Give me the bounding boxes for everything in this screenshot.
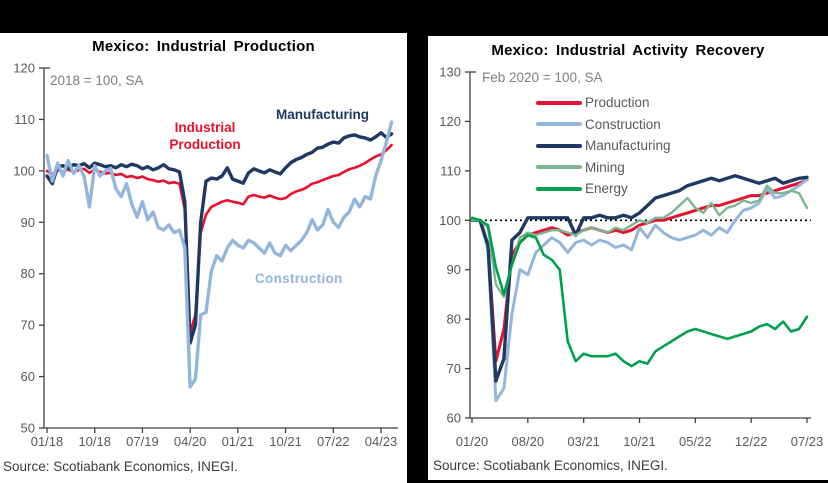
series-line-construction — [470, 177, 809, 403]
left-chart-subtitle: 2018 = 100, SA — [50, 73, 144, 88]
legend-label-energy: Energy — [585, 181, 628, 197]
legend-row-mining: Mining — [536, 157, 671, 179]
y-tick-label: 70 — [447, 361, 461, 376]
legend-label-construction: Construction — [585, 116, 661, 132]
series-label-industrial-production: Industrial Production — [169, 120, 241, 152]
x-tick-label: 01/18 — [31, 434, 64, 449]
right-chart-canvas: 60 70 80 90 100 110 120 130 01/20 08/20 03/21 10/21… — [439, 65, 824, 450]
y-tick-label: 80 — [447, 312, 461, 327]
y-tick-label: 110 — [440, 163, 461, 178]
right-source-note: Source: Scotiabank Economics, INEGI. — [433, 458, 668, 473]
legend-swatch-energy — [536, 186, 582, 191]
y-tick-label: 70 — [21, 318, 35, 333]
legend-swatch-mining — [536, 165, 582, 170]
y-tick-label: 60 — [447, 411, 461, 426]
x-tick-label: 04/20 — [174, 434, 207, 449]
left-chart-title: Mexico: Industrial Production — [92, 38, 315, 55]
series-label-manufacturing: Manufacturing — [276, 107, 369, 122]
legend: Production Construction Manufacturing Mi… — [536, 92, 671, 200]
y-tick-label: 110 — [14, 112, 35, 127]
series-line-manufacturing — [470, 174, 809, 383]
series-label-construction: Construction — [255, 271, 343, 286]
legend-label-manufacturing: Manufacturing — [585, 138, 671, 154]
x-tick-label: 07/23 — [791, 434, 824, 449]
legend-label-mining: Mining — [585, 159, 625, 175]
x-tick-label: 01/20 — [456, 434, 489, 449]
y-tick-label: 90 — [447, 262, 461, 277]
y-tick-label: 100 — [439, 213, 461, 228]
legend-row-production: Production — [536, 92, 671, 114]
y-tick-label: 50 — [21, 421, 35, 436]
x-tick-label: 10/21 — [623, 434, 656, 449]
y-tick-label: 120 — [439, 114, 461, 129]
y-tick-label: 120 — [13, 61, 35, 76]
series-line-construction — [45, 120, 394, 389]
legend-row-construction: Construction — [536, 114, 671, 136]
legend-swatch-manufacturing — [536, 143, 582, 148]
legend-swatch-production — [536, 100, 582, 105]
x-tick-label: 03/21 — [567, 434, 600, 449]
y-tick-label: 80 — [21, 266, 35, 281]
y-tick-label: 130 — [439, 65, 461, 80]
x-tick-label: 04/23 — [365, 434, 398, 449]
left-chart-canvas: 50 60 70 80 90 100 110 120 01/18 10/18 07/19 04/20 0… — [13, 61, 398, 449]
x-tick-label: 12/22 — [735, 434, 768, 449]
series-line-mining — [470, 184, 809, 299]
series-line-manufacturing — [45, 131, 394, 345]
legend-label-production: Production — [585, 95, 650, 111]
right-chart-title: Mexico: Industrial Activity Recovery — [491, 42, 765, 59]
x-tick-label: 07/19 — [126, 434, 159, 449]
x-tick-label: 05/22 — [679, 434, 712, 449]
x-tick-label: 10/21 — [269, 434, 302, 449]
x-tick-label: 10/18 — [78, 434, 111, 449]
y-tick-label: 60 — [21, 369, 35, 384]
legend-swatch-construction — [536, 122, 582, 127]
right-chart-panel: Mexico: Industrial Activity Recovery Feb… — [428, 36, 828, 480]
legend-row-manufacturing: Manufacturing — [536, 135, 671, 157]
left-source-note: Source: Scotiabank Economics, INEGI. — [3, 459, 238, 474]
y-tick-label: 90 — [21, 215, 35, 230]
x-tick-label: 07/22 — [317, 434, 350, 449]
legend-row-energy: Energy — [536, 178, 671, 200]
x-tick-label: 08/20 — [512, 434, 545, 449]
series-line-energy — [470, 216, 809, 368]
left-chart-panel: Mexico: Industrial Production 2018 = 100… — [0, 33, 407, 483]
y-tick-label: 100 — [13, 163, 35, 178]
right-chart-subtitle: Feb 2020 = 100, SA — [482, 70, 603, 85]
x-tick-label: 01/21 — [222, 434, 255, 449]
